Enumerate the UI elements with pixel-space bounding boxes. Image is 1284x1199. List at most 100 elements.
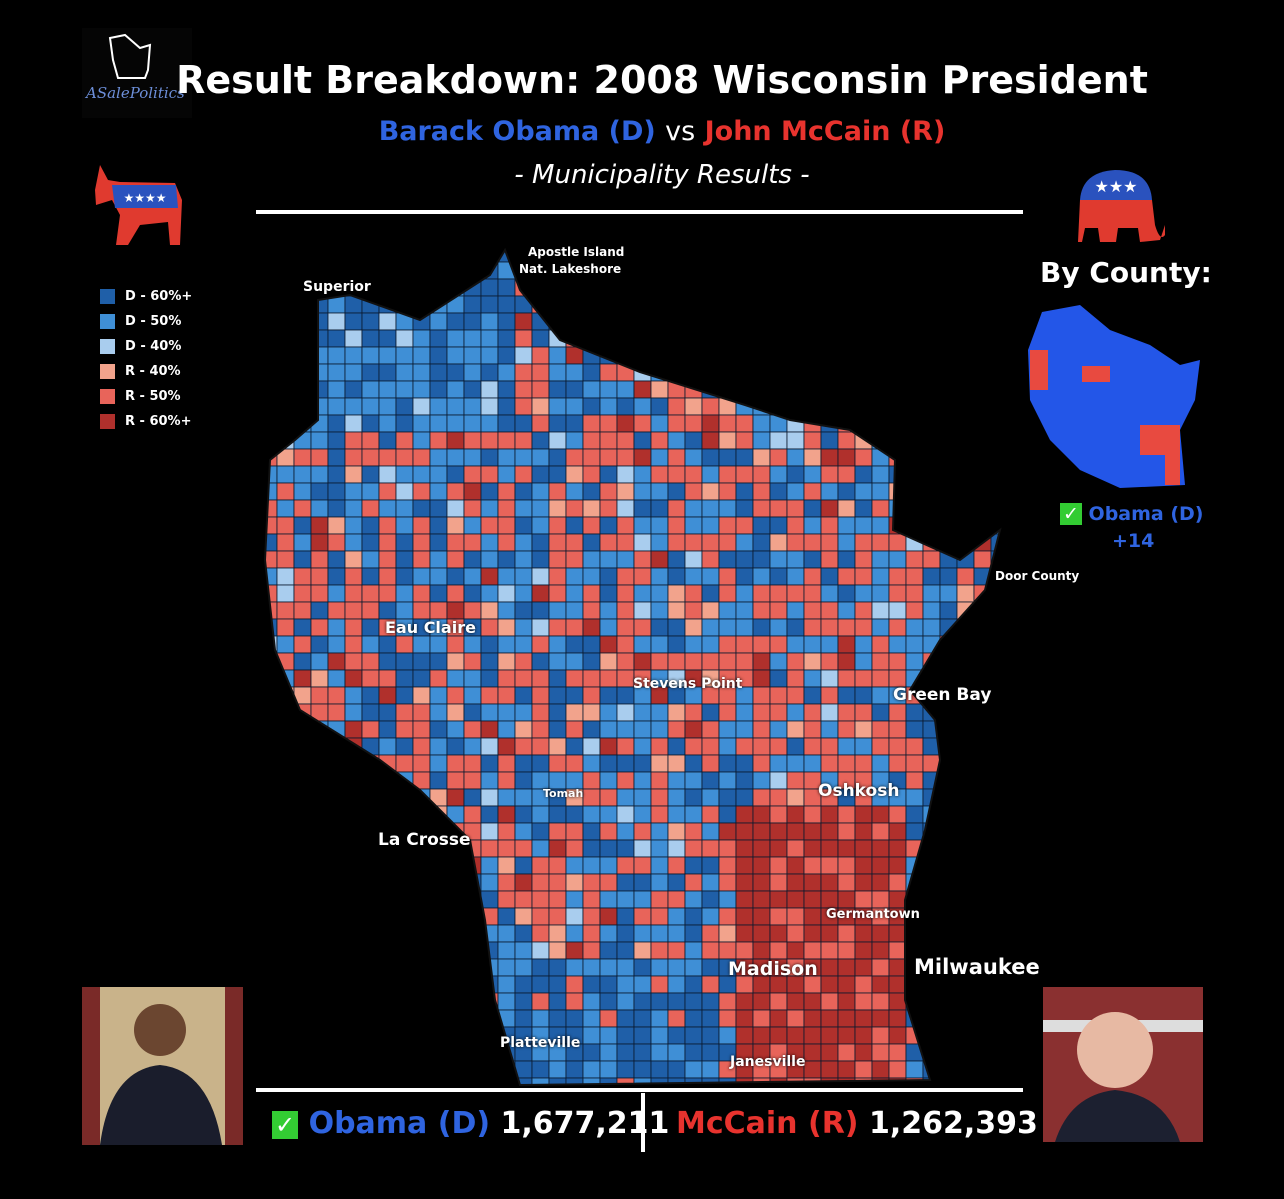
- municipality: [446, 771, 465, 790]
- municipality: [939, 924, 958, 943]
- municipality: [973, 703, 992, 722]
- municipality: [361, 414, 380, 433]
- municipality: [769, 567, 788, 586]
- municipality: [378, 720, 397, 739]
- municipality: [310, 312, 329, 331]
- municipality: [497, 652, 516, 671]
- municipality: [599, 278, 618, 297]
- municipality: [803, 550, 822, 569]
- municipality: [735, 720, 754, 739]
- municipality: [310, 584, 329, 603]
- municipality: [276, 1043, 295, 1062]
- municipality: [752, 652, 771, 671]
- municipality: [684, 397, 703, 416]
- county-margin: +14: [1112, 530, 1155, 552]
- municipality: [633, 567, 652, 586]
- municipality: [735, 295, 754, 314]
- municipality: [650, 295, 669, 314]
- municipality: [973, 550, 992, 569]
- municipality: [293, 1077, 312, 1085]
- municipality: [514, 567, 533, 586]
- municipality: [973, 754, 992, 773]
- municipality: [582, 703, 601, 722]
- municipality: [701, 1043, 720, 1062]
- municipality: [973, 397, 992, 416]
- municipality: [752, 499, 771, 518]
- municipality: [310, 1043, 329, 1062]
- municipality: [531, 839, 550, 858]
- municipality: [293, 380, 312, 399]
- municipality: [633, 856, 652, 875]
- municipality: [463, 1060, 482, 1079]
- municipality: [480, 278, 499, 297]
- municipality: [939, 363, 958, 382]
- municipality: [276, 414, 295, 433]
- municipality: [497, 1077, 516, 1085]
- municipality: [599, 754, 618, 773]
- municipality: [837, 295, 856, 314]
- municipality: [650, 737, 669, 756]
- municipality: [956, 278, 975, 297]
- municipality: [531, 380, 550, 399]
- municipality: [718, 550, 737, 569]
- municipality: [514, 431, 533, 450]
- municipality: [429, 601, 448, 620]
- municipality: [735, 771, 754, 790]
- municipality: [820, 992, 839, 1011]
- municipality: [905, 652, 924, 671]
- municipality: [548, 448, 567, 467]
- municipality: [395, 516, 414, 535]
- municipality: [548, 1009, 567, 1028]
- municipality: [956, 1077, 975, 1085]
- municipality: [463, 499, 482, 518]
- municipality: [701, 431, 720, 450]
- municipality: [412, 686, 431, 705]
- municipality: [633, 431, 652, 450]
- municipality: [956, 1060, 975, 1079]
- municipality: [769, 941, 788, 960]
- municipality: [769, 652, 788, 671]
- municipality: [463, 686, 482, 705]
- municipality: [429, 516, 448, 535]
- municipality: [616, 924, 635, 943]
- municipality: [265, 907, 278, 926]
- municipality: [548, 856, 567, 875]
- municipality: [820, 669, 839, 688]
- municipality: [327, 550, 346, 569]
- municipality: [820, 312, 839, 331]
- municipality: [854, 329, 873, 348]
- municipality: [548, 839, 567, 858]
- municipality: [548, 1060, 567, 1079]
- municipality: [667, 448, 686, 467]
- municipality: [310, 839, 329, 858]
- municipality: [616, 584, 635, 603]
- municipality: [956, 482, 975, 501]
- municipality: [769, 431, 788, 450]
- municipality: [276, 720, 295, 739]
- municipality: [871, 839, 890, 858]
- municipality: [973, 618, 992, 637]
- municipality: [599, 890, 618, 909]
- municipality: [956, 652, 975, 671]
- municipality: [769, 686, 788, 705]
- municipality: [497, 329, 516, 348]
- municipality: [888, 873, 907, 892]
- municipality: [752, 856, 771, 875]
- municipality: [378, 329, 397, 348]
- municipality: [633, 907, 652, 926]
- municipality: [786, 431, 805, 450]
- municipality: [276, 754, 295, 773]
- municipality: [480, 533, 499, 552]
- municipality: [633, 414, 652, 433]
- municipality: [463, 261, 482, 280]
- municipality: [990, 822, 1000, 841]
- municipality: [837, 448, 856, 467]
- municipality: [633, 635, 652, 654]
- legend-swatch: [100, 314, 115, 329]
- municipality: [565, 584, 584, 603]
- municipality: [327, 992, 346, 1011]
- municipality: [497, 380, 516, 399]
- municipality: [463, 516, 482, 535]
- municipality: [667, 295, 686, 314]
- municipality: [548, 329, 567, 348]
